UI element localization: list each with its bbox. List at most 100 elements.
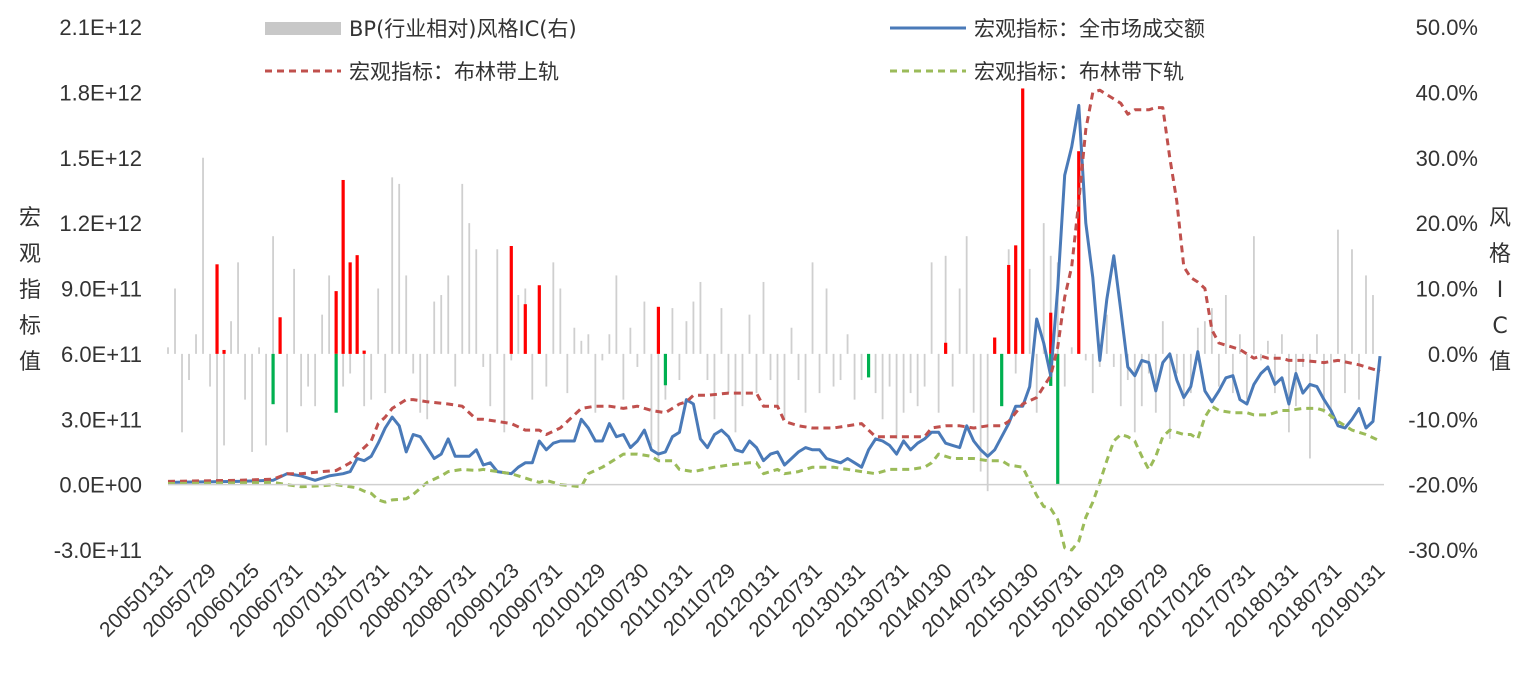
ic-bar bbox=[412, 353, 415, 374]
ic-bar bbox=[531, 353, 534, 400]
ic-bar-highlight-positive bbox=[944, 342, 948, 354]
ic-bar bbox=[804, 353, 807, 413]
right-axis-title-char: 值 bbox=[1489, 350, 1511, 375]
ic-bar bbox=[958, 288, 961, 354]
ic-bar bbox=[202, 157, 204, 354]
ic-bar bbox=[517, 295, 520, 354]
legend-label: 宏观指标：全市场成交额 bbox=[974, 17, 1205, 41]
ic-bar bbox=[230, 321, 232, 354]
ic-bar bbox=[1231, 353, 1234, 394]
ic-bar bbox=[713, 353, 716, 420]
left-axis-title-char: 宏 bbox=[19, 206, 41, 231]
ic-bar bbox=[447, 275, 450, 354]
left-axis-tick: 3.0E+11 bbox=[61, 407, 142, 432]
ic-bar bbox=[853, 353, 856, 400]
ic-bar bbox=[454, 353, 457, 387]
ic-bar bbox=[972, 353, 975, 413]
ic-bar bbox=[188, 353, 190, 381]
ic-bar bbox=[629, 327, 632, 354]
right-axis-tick: -30.0% bbox=[1408, 538, 1478, 563]
ic-bar bbox=[1210, 308, 1213, 354]
ic-bar bbox=[559, 288, 562, 354]
ic-bar bbox=[244, 353, 246, 400]
ic-bar bbox=[678, 353, 681, 381]
ic-bar-highlight-negative bbox=[271, 353, 275, 405]
ic-bar bbox=[1028, 268, 1031, 354]
ic-bar bbox=[489, 353, 492, 407]
ic-bar bbox=[1281, 334, 1283, 354]
ic-bar bbox=[1070, 347, 1073, 354]
ic-bar bbox=[314, 353, 317, 407]
ic-bar bbox=[720, 308, 723, 354]
ic-bar-highlight-positive bbox=[1049, 312, 1053, 354]
ic-bar-highlight-positive bbox=[355, 255, 359, 354]
ic-bar bbox=[769, 353, 772, 381]
ic-bar bbox=[510, 353, 513, 361]
ic-bar bbox=[167, 347, 169, 354]
legend-swatch-bar bbox=[265, 22, 341, 35]
ic-bar bbox=[461, 183, 464, 354]
ic-bar-highlight-positive bbox=[1014, 245, 1018, 354]
ic-bar bbox=[384, 353, 387, 394]
ic-bar bbox=[370, 353, 373, 400]
left-axis-tick: 1.2E+12 bbox=[59, 211, 142, 236]
ic-bar bbox=[706, 353, 709, 381]
ic-bar bbox=[748, 314, 751, 354]
left-axis-title-char: 值 bbox=[19, 350, 41, 375]
ic-bar bbox=[503, 353, 506, 433]
ic-bar bbox=[272, 236, 274, 354]
ic-bar bbox=[846, 334, 849, 354]
ic-bar bbox=[881, 353, 884, 420]
ic-bar-highlight-negative bbox=[1000, 353, 1004, 407]
ic-bar bbox=[615, 275, 618, 354]
ic-bar bbox=[895, 353, 898, 439]
right-axis-tick: 20.0% bbox=[1416, 211, 1478, 236]
ic-bar bbox=[1014, 353, 1017, 374]
ic-bar-highlight-positive bbox=[509, 246, 513, 354]
ic-bar bbox=[1337, 229, 1339, 354]
ic-bar bbox=[1309, 353, 1311, 459]
ic-bar bbox=[839, 353, 842, 381]
ic-bar bbox=[1035, 353, 1038, 413]
ic-bar bbox=[440, 295, 443, 354]
ic-bar bbox=[398, 183, 401, 354]
ic-bar bbox=[608, 334, 611, 354]
line-bollinger-lower bbox=[167, 404, 1381, 552]
ic-bar bbox=[986, 353, 989, 492]
ic-bar-highlight-positive bbox=[1007, 264, 1011, 354]
left-axis-tick: 0.0E+00 bbox=[59, 473, 142, 498]
right-axis-title-char: C bbox=[1492, 314, 1507, 339]
ic-bar-highlight-negative bbox=[663, 353, 668, 386]
ic-bar bbox=[965, 236, 968, 354]
ic-bar bbox=[692, 301, 695, 354]
right-axis-tick: 0.0% bbox=[1428, 342, 1478, 367]
ic-bar bbox=[727, 353, 730, 394]
ic-bar bbox=[1344, 353, 1346, 394]
ic-bar-highlight-negative bbox=[866, 353, 871, 378]
ic-bar bbox=[1224, 295, 1227, 354]
ic-bar bbox=[258, 347, 260, 354]
ic-bar bbox=[776, 353, 779, 407]
ic-bar-highlight-positive bbox=[537, 285, 541, 354]
ic-bar bbox=[860, 353, 863, 381]
ic-bar bbox=[811, 262, 814, 354]
right-axis-tick: 10.0% bbox=[1416, 277, 1478, 302]
legend-label: 宏观指标：布林带上轨 bbox=[349, 60, 559, 84]
ic-bar bbox=[174, 288, 176, 354]
ic-bar bbox=[1105, 314, 1108, 354]
left-axis-title-char: 指 bbox=[19, 278, 41, 303]
ic-bar bbox=[797, 353, 800, 381]
ic-bar bbox=[545, 353, 548, 387]
ic-bar bbox=[1358, 353, 1360, 400]
ic-bar bbox=[419, 353, 422, 413]
ic-bar bbox=[657, 353, 660, 459]
ic-bar bbox=[937, 353, 940, 413]
ic-bar bbox=[1203, 321, 1206, 354]
right-axis-tick: 40.0% bbox=[1416, 80, 1478, 105]
ic-bar bbox=[1119, 353, 1122, 407]
left-axis-title-char: 观 bbox=[19, 242, 41, 267]
ic-bar bbox=[1288, 353, 1290, 433]
ic-bar bbox=[1140, 353, 1143, 407]
ic-bar bbox=[1056, 262, 1059, 354]
